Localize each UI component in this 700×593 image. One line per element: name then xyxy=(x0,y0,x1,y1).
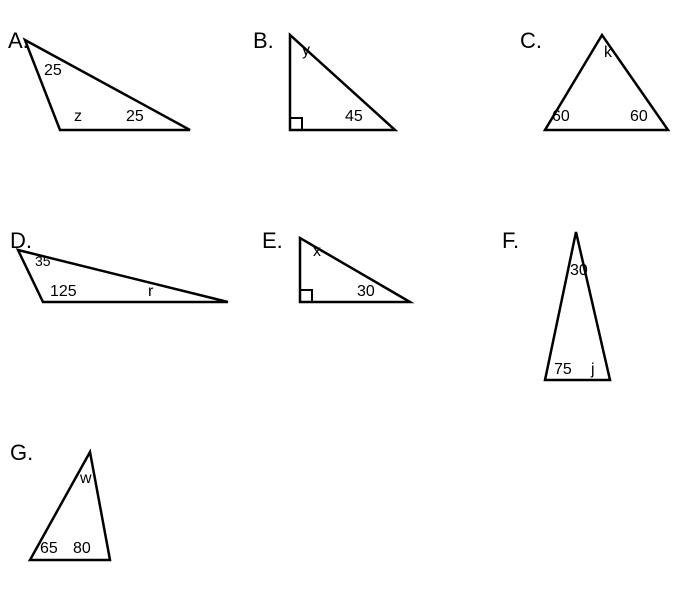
triangle-g xyxy=(0,0,180,580)
angle-f-1: 30 xyxy=(570,262,588,280)
angle-g-3: 80 xyxy=(73,540,91,558)
angle-f-2: 75 xyxy=(554,361,572,379)
angle-g-2: 65 xyxy=(40,540,58,558)
angle-f-3: j xyxy=(591,361,595,379)
angle-g-1: w xyxy=(80,470,92,488)
